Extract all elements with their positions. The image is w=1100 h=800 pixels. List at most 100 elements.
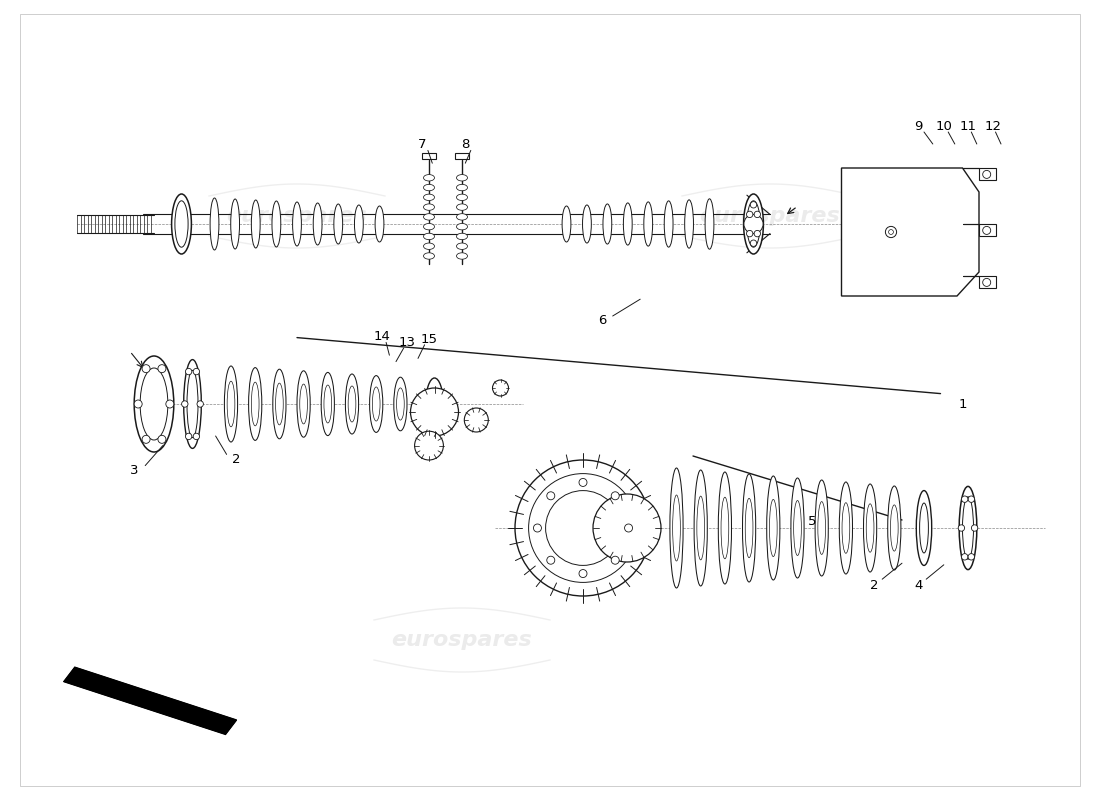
Ellipse shape	[348, 386, 356, 422]
Circle shape	[464, 408, 488, 432]
Circle shape	[158, 435, 166, 443]
Ellipse shape	[424, 204, 434, 210]
Circle shape	[166, 400, 174, 408]
Ellipse shape	[767, 476, 780, 580]
Ellipse shape	[251, 200, 261, 248]
Circle shape	[744, 214, 763, 234]
Ellipse shape	[275, 383, 284, 425]
Circle shape	[194, 368, 199, 374]
Circle shape	[410, 388, 459, 436]
Ellipse shape	[962, 497, 974, 559]
Ellipse shape	[839, 482, 853, 574]
Circle shape	[142, 435, 150, 443]
Ellipse shape	[670, 468, 683, 588]
Ellipse shape	[456, 214, 468, 220]
Ellipse shape	[426, 378, 443, 430]
Circle shape	[593, 494, 661, 562]
Ellipse shape	[456, 174, 468, 181]
Ellipse shape	[705, 198, 714, 250]
Ellipse shape	[424, 184, 434, 190]
Ellipse shape	[644, 202, 652, 246]
Ellipse shape	[791, 478, 804, 578]
Ellipse shape	[424, 223, 434, 230]
Circle shape	[625, 524, 632, 532]
Text: 14: 14	[373, 330, 390, 342]
Ellipse shape	[172, 194, 191, 254]
Text: 3: 3	[130, 464, 139, 477]
Text: 12: 12	[984, 120, 1002, 133]
Ellipse shape	[742, 474, 756, 582]
Ellipse shape	[456, 253, 468, 259]
Circle shape	[961, 496, 968, 502]
Text: 8: 8	[461, 138, 470, 150]
Polygon shape	[455, 153, 469, 159]
Ellipse shape	[231, 199, 240, 249]
Ellipse shape	[424, 194, 434, 201]
Ellipse shape	[297, 370, 310, 437]
Circle shape	[982, 278, 991, 286]
Ellipse shape	[424, 214, 434, 220]
Ellipse shape	[744, 194, 763, 254]
Text: 2: 2	[232, 453, 241, 466]
Text: 1: 1	[958, 398, 967, 410]
Ellipse shape	[184, 359, 201, 448]
Text: eurospares: eurospares	[227, 206, 367, 226]
Ellipse shape	[293, 202, 301, 246]
Ellipse shape	[864, 484, 877, 572]
Ellipse shape	[424, 243, 434, 250]
Circle shape	[547, 556, 554, 564]
Ellipse shape	[562, 206, 571, 242]
Ellipse shape	[456, 204, 468, 210]
Ellipse shape	[916, 490, 932, 566]
Ellipse shape	[273, 370, 286, 438]
Ellipse shape	[424, 234, 434, 240]
Circle shape	[958, 525, 965, 531]
Text: 7: 7	[418, 138, 427, 150]
Ellipse shape	[175, 201, 188, 247]
Ellipse shape	[354, 205, 363, 243]
Circle shape	[186, 434, 191, 440]
Ellipse shape	[664, 201, 673, 247]
Ellipse shape	[299, 384, 308, 424]
Circle shape	[197, 401, 204, 407]
Ellipse shape	[334, 204, 343, 244]
Ellipse shape	[323, 385, 332, 423]
Circle shape	[142, 365, 150, 373]
Circle shape	[579, 570, 587, 578]
Ellipse shape	[959, 486, 977, 570]
Polygon shape	[842, 168, 979, 296]
Circle shape	[968, 554, 975, 560]
Ellipse shape	[815, 480, 828, 576]
Ellipse shape	[718, 472, 732, 584]
Ellipse shape	[697, 496, 705, 560]
Ellipse shape	[456, 234, 468, 240]
Text: 13: 13	[398, 336, 416, 349]
Circle shape	[612, 556, 619, 564]
Circle shape	[182, 401, 188, 407]
Text: 6: 6	[598, 314, 607, 326]
Polygon shape	[962, 276, 996, 288]
Text: eurospares: eurospares	[392, 630, 532, 650]
Ellipse shape	[747, 201, 760, 247]
Circle shape	[747, 230, 752, 237]
Ellipse shape	[920, 503, 928, 553]
Ellipse shape	[583, 205, 592, 243]
Ellipse shape	[684, 200, 693, 248]
Ellipse shape	[769, 499, 777, 557]
Ellipse shape	[372, 387, 381, 421]
Circle shape	[755, 230, 760, 237]
Text: 9: 9	[914, 120, 923, 133]
Circle shape	[529, 474, 637, 582]
Circle shape	[968, 496, 975, 502]
Text: 2: 2	[870, 579, 879, 592]
Circle shape	[515, 460, 651, 596]
Circle shape	[755, 211, 760, 218]
Circle shape	[134, 400, 142, 408]
Circle shape	[961, 554, 968, 560]
Ellipse shape	[456, 223, 468, 230]
Polygon shape	[962, 168, 996, 180]
Ellipse shape	[321, 372, 334, 435]
Circle shape	[186, 368, 191, 374]
Circle shape	[415, 431, 443, 460]
Ellipse shape	[210, 198, 219, 250]
